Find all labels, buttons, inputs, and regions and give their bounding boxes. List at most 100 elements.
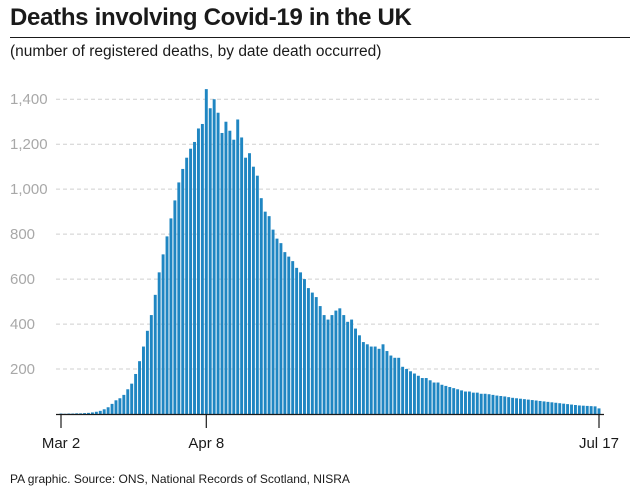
bar [436,382,440,414]
bar [314,297,318,414]
bar [464,391,467,414]
bar [381,344,385,414]
bar [491,394,495,414]
bar [456,389,460,414]
bar [479,393,483,414]
bar [350,319,354,414]
bar [291,261,295,414]
bar [444,385,448,414]
bar [342,315,346,414]
bar [326,319,330,414]
bar [322,315,326,414]
y-tick-label: 800 [10,226,35,243]
source-note: PA graphic. Source: ONS, National Record… [10,472,350,486]
bar [361,342,365,414]
bar [354,328,357,414]
bar [208,108,212,414]
bar [122,394,126,414]
bar [98,410,102,414]
bar [538,400,542,414]
bar [467,391,471,414]
bar [295,267,299,414]
bar [287,256,291,414]
bar [558,403,562,414]
bar [550,402,554,414]
bar [534,400,538,414]
bar [177,182,181,414]
bar [138,361,142,414]
bar [448,387,452,414]
bar [110,403,114,414]
bar [393,357,397,414]
bar [169,218,173,414]
x-tick-label: Mar 2 [42,435,80,452]
bar [267,216,271,414]
bar [196,128,200,414]
bar [566,404,570,414]
bar [75,413,79,414]
bar [224,121,228,414]
bar [515,398,518,414]
bar [185,157,189,414]
bar [593,406,597,414]
bar [94,411,98,414]
bar [106,407,110,414]
bar [303,279,306,414]
bar [530,400,534,414]
bar [522,399,526,414]
bar [90,412,94,414]
bar [475,392,479,414]
bar [554,402,558,414]
bar [200,123,204,414]
bar [87,412,90,414]
bar [165,236,169,414]
bar [495,395,499,414]
bar [228,130,232,414]
bar [507,397,511,414]
chart-subtitle: (number of registered deaths, by date de… [10,43,382,60]
y-tick-label: 1,000 [10,181,48,198]
chart-title: Deaths involving Covid-19 in the UK [10,4,412,31]
bar [318,306,322,414]
bar [570,404,573,414]
bar [365,344,369,414]
bar [181,168,185,414]
title-divider [10,37,630,38]
bar [251,166,255,414]
y-tick-label: 200 [10,361,35,378]
bar-series [59,89,601,415]
bar [330,315,334,414]
bar [377,348,381,414]
y-tick-label: 600 [10,271,35,288]
bar [153,294,157,414]
bar [409,371,412,414]
bar [428,380,432,414]
bar [240,137,244,414]
bar [369,346,373,414]
bar [71,413,75,415]
bar [346,321,350,414]
bar [255,175,259,414]
bar [577,405,581,414]
bar [126,389,130,414]
y-tick-label: 1,400 [10,91,48,108]
bar [397,357,401,414]
bar [161,254,165,414]
bar [389,355,393,414]
y-tick-label: 1,200 [10,136,48,153]
bar [279,243,283,414]
bar [589,406,593,414]
bar [483,393,487,414]
bar [581,405,585,414]
bar [357,335,361,414]
bar [299,272,303,414]
bar [526,399,530,414]
bar [499,396,503,414]
bar [189,148,193,414]
bar [232,139,236,414]
bar [405,369,409,414]
bar [102,409,106,414]
y-axis-ticks: 200 400 600 800 1,000 1,200 1,400 [10,91,48,378]
bar [416,375,420,414]
bar [440,384,444,414]
